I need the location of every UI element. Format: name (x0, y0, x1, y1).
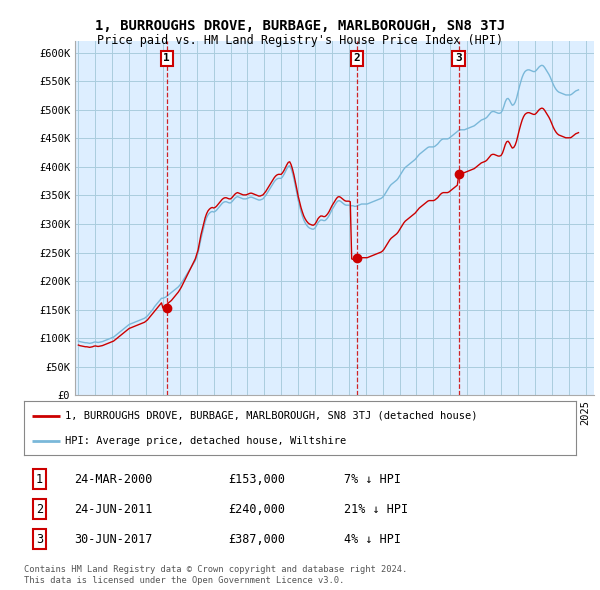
Text: 3: 3 (455, 54, 462, 64)
Text: 1, BURROUGHS DROVE, BURBAGE, MARLBOROUGH, SN8 3TJ (detached house): 1, BURROUGHS DROVE, BURBAGE, MARLBOROUGH… (65, 411, 478, 421)
Text: 3: 3 (36, 533, 43, 546)
Text: £240,000: £240,000 (228, 503, 285, 516)
Text: 21% ↓ HPI: 21% ↓ HPI (344, 503, 408, 516)
Text: £387,000: £387,000 (228, 533, 285, 546)
Text: 7% ↓ HPI: 7% ↓ HPI (344, 473, 401, 486)
Text: Price paid vs. HM Land Registry's House Price Index (HPI): Price paid vs. HM Land Registry's House … (97, 34, 503, 47)
Text: 24-JUN-2011: 24-JUN-2011 (74, 503, 152, 516)
Text: 1, BURROUGHS DROVE, BURBAGE, MARLBOROUGH, SN8 3TJ: 1, BURROUGHS DROVE, BURBAGE, MARLBOROUGH… (95, 19, 505, 33)
Text: Contains HM Land Registry data © Crown copyright and database right 2024.: Contains HM Land Registry data © Crown c… (24, 565, 407, 574)
Text: 1: 1 (163, 54, 170, 64)
Text: £153,000: £153,000 (228, 473, 285, 486)
Text: 1: 1 (36, 473, 43, 486)
Text: 30-JUN-2017: 30-JUN-2017 (74, 533, 152, 546)
Text: HPI: Average price, detached house, Wiltshire: HPI: Average price, detached house, Wilt… (65, 436, 347, 446)
Text: 2: 2 (36, 503, 43, 516)
Text: This data is licensed under the Open Government Licence v3.0.: This data is licensed under the Open Gov… (24, 576, 344, 585)
Text: 2: 2 (353, 54, 361, 64)
Text: 24-MAR-2000: 24-MAR-2000 (74, 473, 152, 486)
Text: 4% ↓ HPI: 4% ↓ HPI (344, 533, 401, 546)
